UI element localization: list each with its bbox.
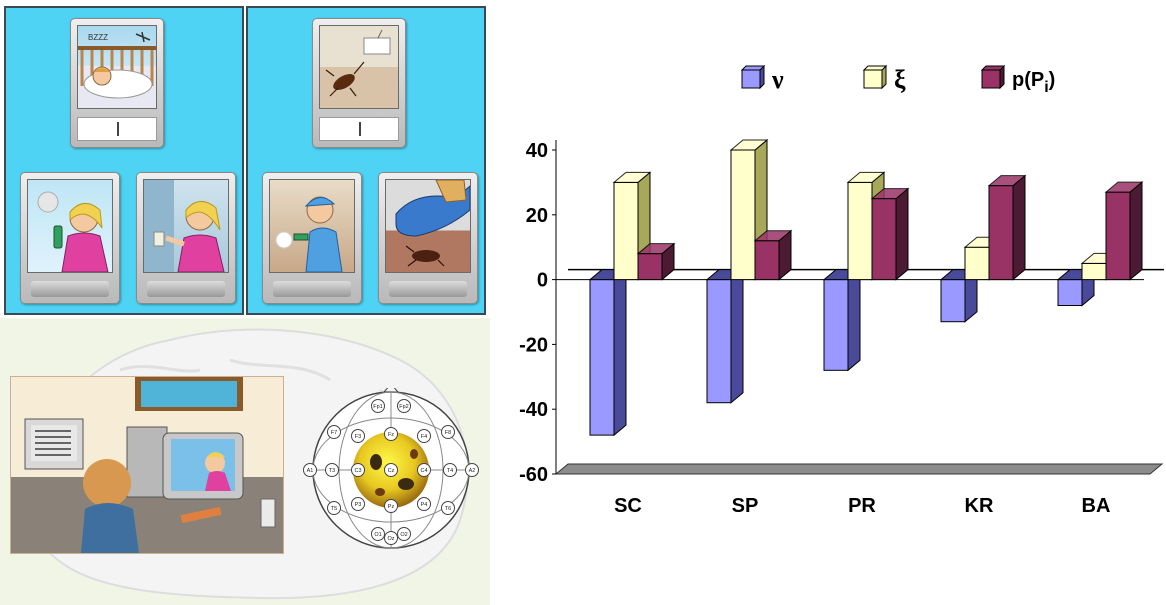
legend-item-1: ν	[740, 64, 784, 94]
stimulus-card-spray-boy	[262, 172, 362, 304]
electrode-a1: A1	[303, 463, 317, 477]
electrode-p4: P4	[417, 497, 431, 511]
svg-text:Pz: Pz	[388, 504, 395, 510]
svg-text:T3: T3	[329, 468, 335, 474]
floor-plane	[554, 463, 1164, 475]
bar-pr-series-3	[870, 187, 910, 281]
electrode-fz: Fz	[384, 427, 398, 441]
svg-text:P4: P4	[421, 502, 428, 508]
svg-text:Fp2: Fp2	[399, 404, 408, 410]
x-tick-label-pr: PR	[848, 495, 876, 517]
svg-text:Fz: Fz	[388, 432, 394, 438]
computer-scene	[10, 376, 284, 554]
svg-text:Cz: Cz	[388, 468, 395, 474]
legend-label: p(Pi)	[1012, 69, 1055, 96]
stimulus-panel-2	[246, 6, 486, 315]
electrode-t6: T6	[441, 501, 455, 515]
svg-text:F4: F4	[421, 434, 427, 440]
bar-sc-series-3	[636, 242, 676, 281]
svg-text:Oz: Oz	[387, 536, 394, 542]
svg-text:O2: O2	[400, 532, 407, 538]
legend-item-2: ξ	[862, 64, 906, 94]
y-tick-label: 0	[537, 270, 548, 292]
response-slot	[319, 117, 399, 141]
bar-pr-series-1	[822, 268, 862, 372]
chart-legend: ν ξ p(Pi)	[740, 64, 1055, 96]
bar-sc-series-1	[588, 268, 628, 437]
bar-chart-3d: ν ξ p(Pi) 40 20 0 -20 -40 -60 SC SP PR KR BA	[519, 64, 1164, 517]
svg-text:P3: P3	[355, 502, 362, 508]
bar-kr-series-3	[987, 174, 1027, 281]
electrode-fp1: Fp1	[371, 399, 385, 413]
legend-item-3: p(Pi)	[980, 64, 1055, 96]
svg-text:BZZZ: BZZZ	[88, 33, 108, 42]
svg-text:F8: F8	[445, 430, 451, 436]
x-tick-labels: SC SP PR KR BA	[614, 495, 1110, 517]
electrode-f3: F3	[351, 429, 365, 443]
electrode-o1: O1	[371, 527, 385, 541]
legend-swatch	[863, 69, 883, 89]
y-tick-label: -60	[519, 464, 548, 486]
chart-floor	[554, 463, 1164, 475]
electrode-o2: O2	[397, 527, 411, 541]
bar-ba-series-3	[1104, 181, 1144, 281]
bar-sp-series-2	[729, 138, 769, 281]
stimulus-card-spray-girl	[20, 172, 120, 304]
stimulus-card-shoe	[378, 172, 478, 304]
stimulus-card-plugin-girl	[136, 172, 236, 304]
legend-label: ξ	[894, 65, 906, 94]
stimulus-panel-1: BZZZ	[4, 6, 244, 315]
svg-text:F7: F7	[331, 430, 337, 436]
legend-swatch	[741, 69, 761, 89]
response-slot	[77, 117, 157, 141]
x-tick-label-ba: BA	[1082, 495, 1111, 517]
electrode-pz: Pz	[384, 499, 398, 513]
electrode-t5: T5	[327, 501, 341, 515]
svg-text:Fp1: Fp1	[373, 404, 382, 410]
eeg-electrode-map: Fp1 Fp2 F7 F3 Fz F4 F8 A1 T3 C3 Cz C4 T4 A2 T5 P3 Pz P4 T6…	[303, 388, 479, 549]
svg-text:C3: C3	[354, 468, 361, 474]
y-tick-label: 40	[526, 140, 548, 162]
electrode-f4: F4	[417, 429, 431, 443]
electrode-fp2: Fp2	[397, 399, 411, 413]
electrode-t4: T4	[443, 463, 457, 477]
electrode-oz: Oz	[384, 531, 398, 545]
legend-swatch	[981, 69, 1001, 89]
svg-text:A1: A1	[307, 468, 314, 474]
legend-label: ν	[771, 65, 784, 94]
electrode-p3: P3	[351, 497, 365, 511]
electrode-t3: T3	[325, 463, 339, 477]
electrode-f7: F7	[327, 425, 341, 439]
svg-text:T6: T6	[445, 506, 451, 512]
stimulus-card-sleeping-child: BZZZ	[70, 18, 164, 148]
experiment-illustration: BZZZ	[0, 0, 490, 605]
electrode-f8: F8	[441, 425, 455, 439]
x-tick-label-kr: KR	[965, 495, 994, 517]
electrode-c3: C3	[351, 463, 365, 477]
bar-kr-series-1	[939, 268, 979, 323]
electrode-cz: Cz	[384, 463, 398, 477]
x-tick-label-sp: SP	[732, 495, 759, 517]
svg-text:A2: A2	[469, 468, 476, 474]
electrode-group: Fp1 Fp2 F7 F3 Fz F4 F8 A1 T3 C3 Cz C4 T4 A2 T5 P3 Pz P4 T6…	[303, 399, 479, 545]
electrode-c4: C4	[417, 463, 431, 477]
chart-bars	[588, 138, 1144, 437]
svg-text:O1: O1	[374, 532, 381, 538]
x-tick-label-sc: SC	[614, 495, 642, 517]
bar-sp-series-3	[753, 229, 793, 281]
svg-text:C4: C4	[420, 468, 427, 474]
bar-sp-series-1	[705, 268, 745, 404]
electrode-a2: A2	[465, 463, 479, 477]
y-tick-labels: 40 20 0 -20 -40 -60	[519, 140, 556, 486]
y-tick-label: 20	[526, 205, 548, 227]
svg-text:T4: T4	[447, 468, 453, 474]
stimulus-card-cockroach	[312, 18, 406, 148]
y-tick-label: -40	[519, 399, 548, 421]
svg-text:F3: F3	[355, 434, 361, 440]
y-tick-label: -20	[519, 334, 548, 356]
svg-text:T5: T5	[331, 506, 337, 512]
